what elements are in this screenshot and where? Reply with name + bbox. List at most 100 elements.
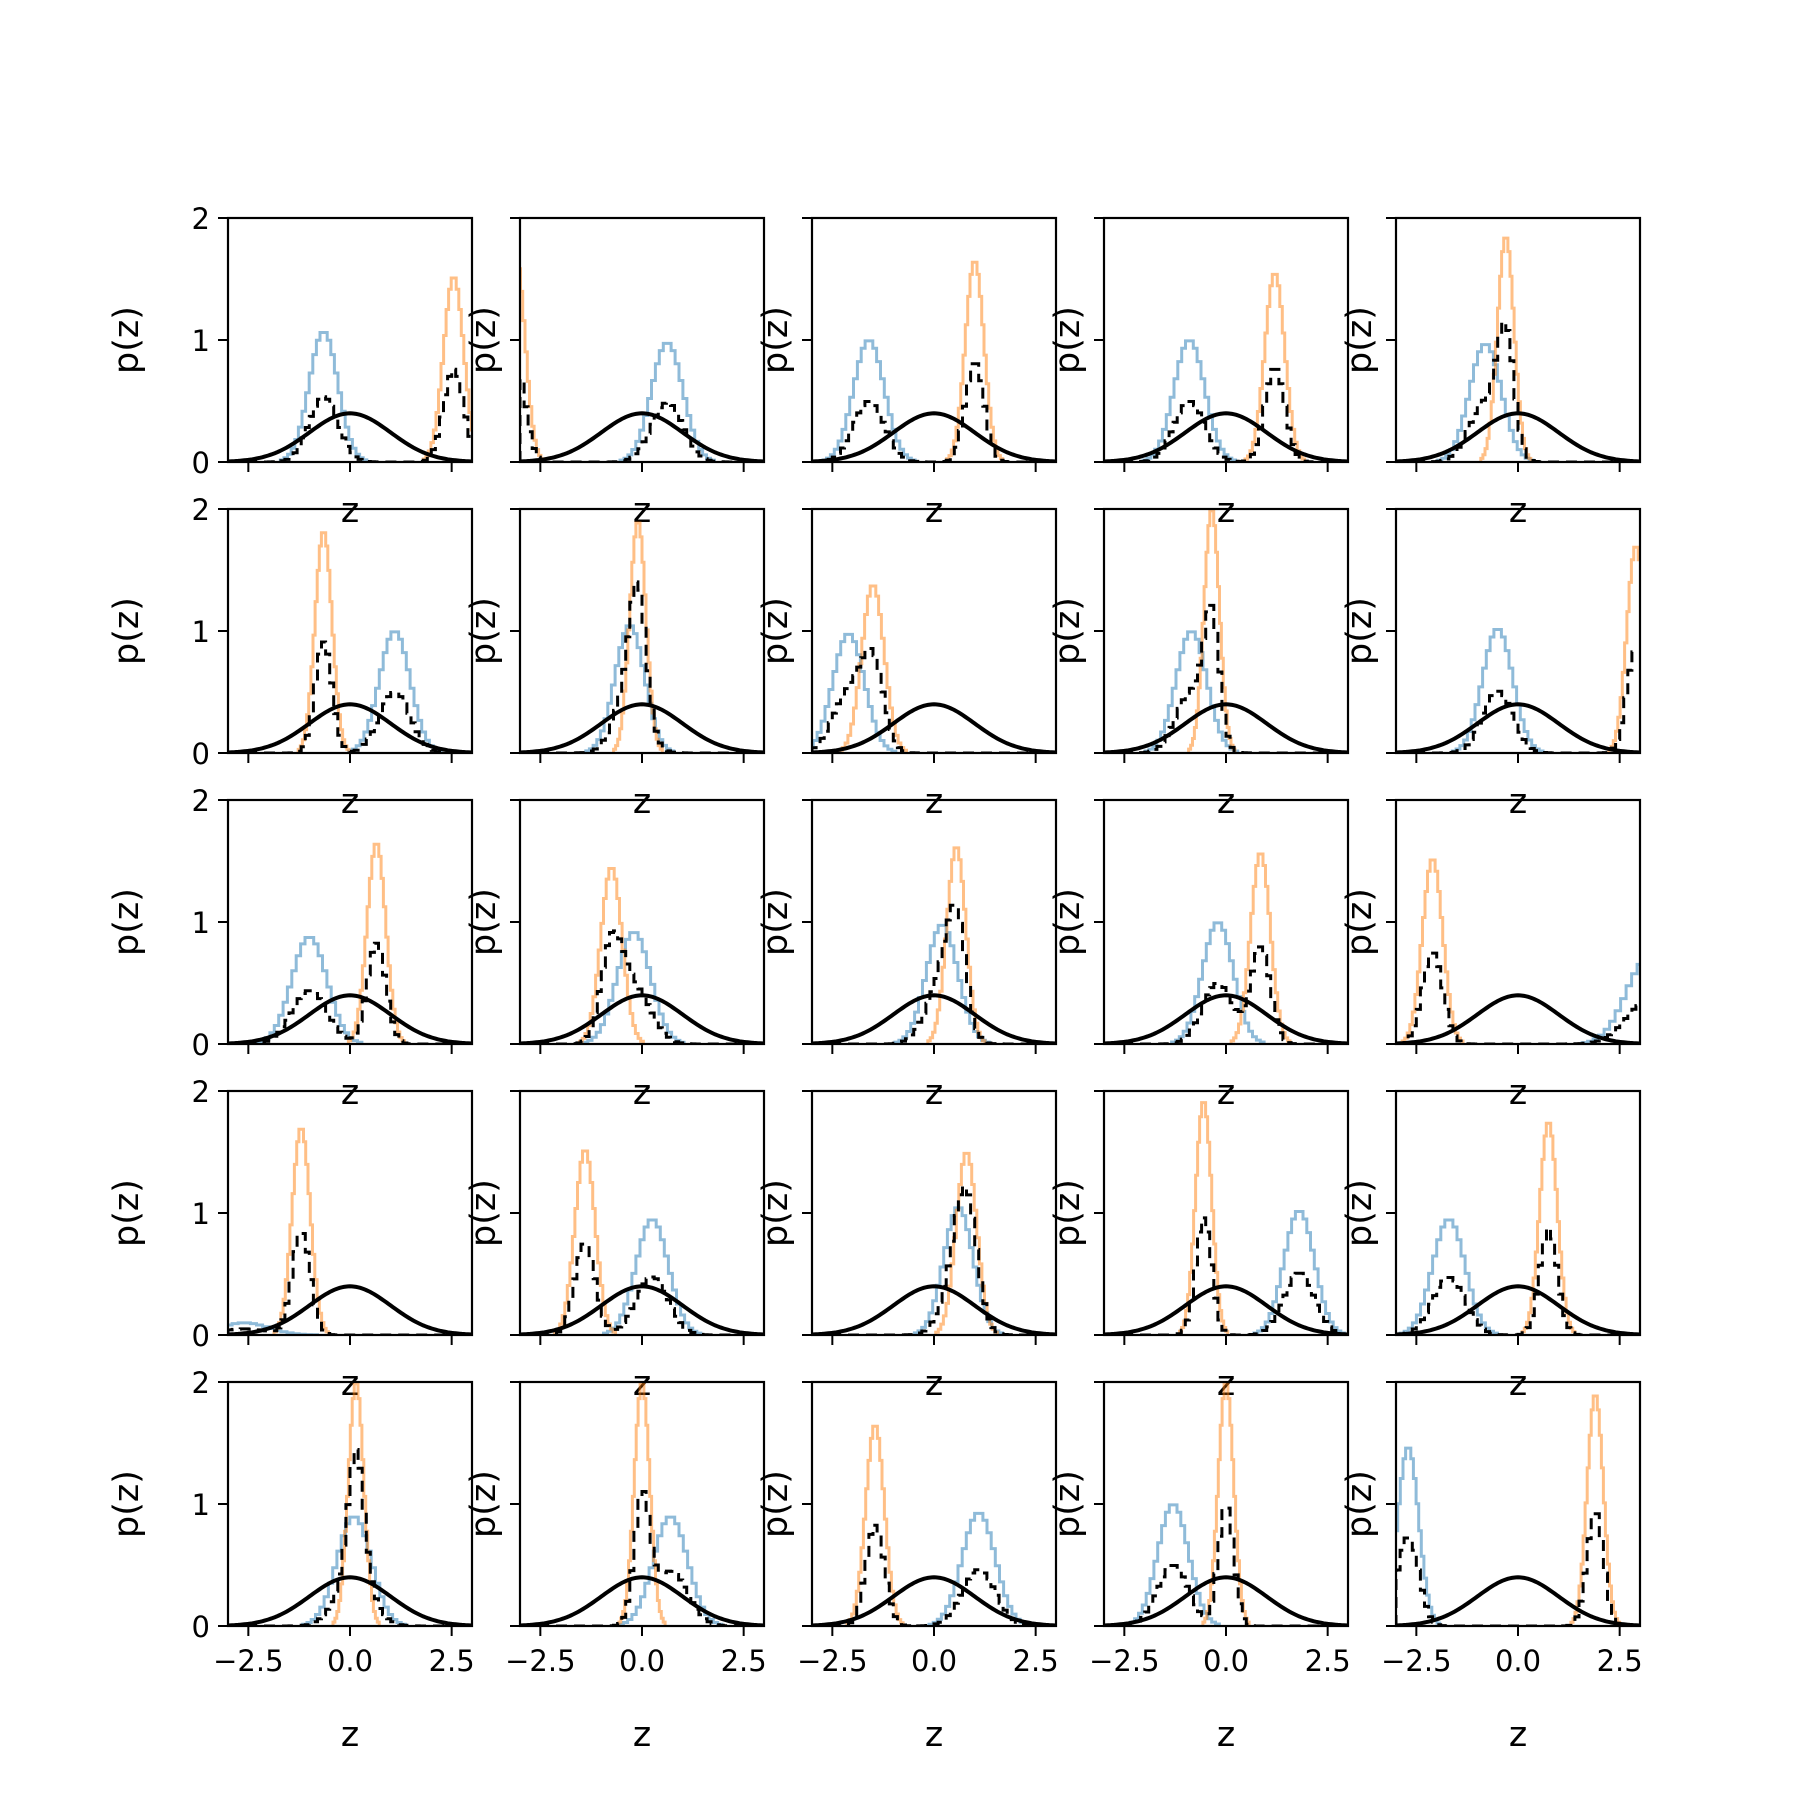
- axes-frame: [1102, 1380, 1350, 1628]
- standard-normal-curve: [520, 993, 764, 1044]
- subplot-r2-c3: z p(z): [756, 507, 1058, 822]
- subplot-r1-c3: z p(z): [756, 216, 1058, 531]
- x-tick-label: 0.0: [327, 1644, 373, 1678]
- subplot-r4-c2: zp(z): [464, 1089, 766, 1404]
- plot-area: [228, 531, 472, 753]
- axes-frame: [810, 798, 1058, 1046]
- plot-area: [1396, 858, 1640, 1044]
- y-tick-label: 2: [192, 1075, 210, 1109]
- histogram-orange: [331, 1382, 381, 1626]
- histogram-orange: [421, 276, 472, 462]
- x-tick-label: 2.5: [1597, 1644, 1643, 1678]
- subplot-r3-c1: 0 1 2 z p(z): [107, 784, 474, 1113]
- standard-normal-curve: [1396, 702, 1640, 753]
- axes-frame: [810, 216, 1058, 464]
- histogram-combined-dashed: [812, 647, 1056, 753]
- subplot-r4-c3: z p(z): [756, 1089, 1058, 1404]
- y-axis-label: p(z): [1048, 1470, 1088, 1538]
- axes-frame: [518, 798, 766, 1046]
- axes-frame: [226, 507, 474, 755]
- standard-normal-curve: [812, 702, 1056, 753]
- histogram-blue: [255, 936, 364, 1044]
- axes-frame: [810, 507, 1058, 755]
- subplot-r3-c4: z p(z): [1048, 798, 1350, 1113]
- plot-area: [1396, 545, 1640, 753]
- x-axis-label: z: [925, 491, 943, 531]
- histogram-blue: [278, 331, 369, 462]
- standard-normal-curve: [1104, 993, 1348, 1044]
- histogram-blue: [347, 630, 443, 753]
- plot-area: [812, 1424, 1056, 1626]
- histogram-blue: [1125, 1503, 1221, 1626]
- y-axis-label: p(z): [107, 597, 147, 665]
- subplot-r2-c2: z p(z): [464, 507, 766, 822]
- plot-area: [520, 1149, 764, 1335]
- plot-area: [228, 1382, 472, 1626]
- axes-frame: [1394, 798, 1642, 1046]
- x-tick-label: 2.5: [1305, 1644, 1351, 1678]
- histogram-blue: [301, 1515, 407, 1626]
- y-tick-label: 0: [192, 1319, 210, 1353]
- standard-normal-curve: [520, 1575, 764, 1626]
- y-axis-label: p(z): [107, 888, 147, 956]
- histogram-combined-dashed: [520, 580, 764, 753]
- x-axis-label: z: [925, 1073, 943, 1113]
- axes-frame: [810, 1089, 1058, 1337]
- plot-area: [1396, 236, 1640, 462]
- subplot-r5-c3: −2.5 0.0 2.5 z p(z): [756, 1380, 1059, 1755]
- histogram-combined-dashed: [228, 367, 472, 462]
- x-axis-label: z: [633, 782, 651, 822]
- histogram-combined-dashed: [520, 1490, 764, 1626]
- x-tick-label: −2.5: [505, 1644, 575, 1678]
- histogram-combined-dashed: [1396, 1512, 1640, 1626]
- plot-area: [812, 260, 1056, 462]
- x-axis-label: z: [1509, 1364, 1527, 1404]
- histogram-combined-dashed: [228, 1231, 472, 1335]
- y-tick-label: 1: [192, 615, 210, 649]
- axes-frame: [1102, 1089, 1350, 1337]
- y-axis-label: p(z): [1340, 888, 1380, 956]
- standard-normal-curve: [1104, 411, 1348, 462]
- histogram-combined-dashed: [1104, 1216, 1348, 1335]
- x-axis-label: z: [925, 1715, 943, 1755]
- histogram-orange: [520, 267, 545, 462]
- x-tick-label: 2.5: [1013, 1644, 1059, 1678]
- y-axis-label: p(z): [107, 1470, 147, 1538]
- x-tick-label: 0.0: [911, 1644, 957, 1678]
- histogram-combined-dashed: [520, 1242, 764, 1335]
- y-axis-label: p(z): [464, 1179, 504, 1247]
- histogram-orange: [617, 1382, 667, 1626]
- histogram-combined-dashed: [1104, 603, 1348, 753]
- subplot-r5-c5: −2.5 0.0 2.5 z p(z): [1340, 1380, 1643, 1755]
- histogram-combined-dashed: [1104, 1506, 1348, 1626]
- x-axis-label: z: [1217, 1715, 1235, 1755]
- histogram-combined-dashed: [812, 903, 1056, 1044]
- x-axis-label: z: [633, 1715, 651, 1755]
- y-tick-label: 2: [192, 202, 210, 236]
- histogram-blue: [1252, 1210, 1346, 1335]
- plot-area: [520, 267, 764, 462]
- y-axis-label: p(z): [1048, 1179, 1088, 1247]
- x-tick-label: −2.5: [213, 1644, 283, 1678]
- subplot-r5-c2: −2.5 0.0 2.5 z p(z): [464, 1380, 767, 1755]
- standard-normal-curve: [812, 411, 1056, 462]
- x-tick-label: −2.5: [1089, 1644, 1159, 1678]
- x-axis-label: z: [1217, 782, 1235, 822]
- y-tick-label: 2: [192, 1366, 210, 1400]
- plot-area: [520, 1382, 764, 1626]
- axes-frame: [518, 216, 766, 464]
- plot-area: [812, 846, 1056, 1044]
- histogram-blue: [812, 632, 898, 753]
- x-axis-label: z: [1509, 782, 1527, 822]
- histogram-combined-dashed: [812, 362, 1056, 462]
- histogram-combined-dashed: [1396, 951, 1640, 1044]
- histogram-blue: [821, 339, 917, 462]
- histogram-orange: [1201, 1382, 1251, 1626]
- x-axis-label: z: [633, 491, 651, 531]
- histogram-orange: [1178, 1101, 1230, 1335]
- standard-normal-curve: [1396, 411, 1640, 462]
- histogram-orange: [838, 584, 908, 753]
- plot-area: [228, 842, 472, 1044]
- standard-normal-curve: [228, 411, 472, 462]
- x-tick-label: 2.5: [721, 1644, 767, 1678]
